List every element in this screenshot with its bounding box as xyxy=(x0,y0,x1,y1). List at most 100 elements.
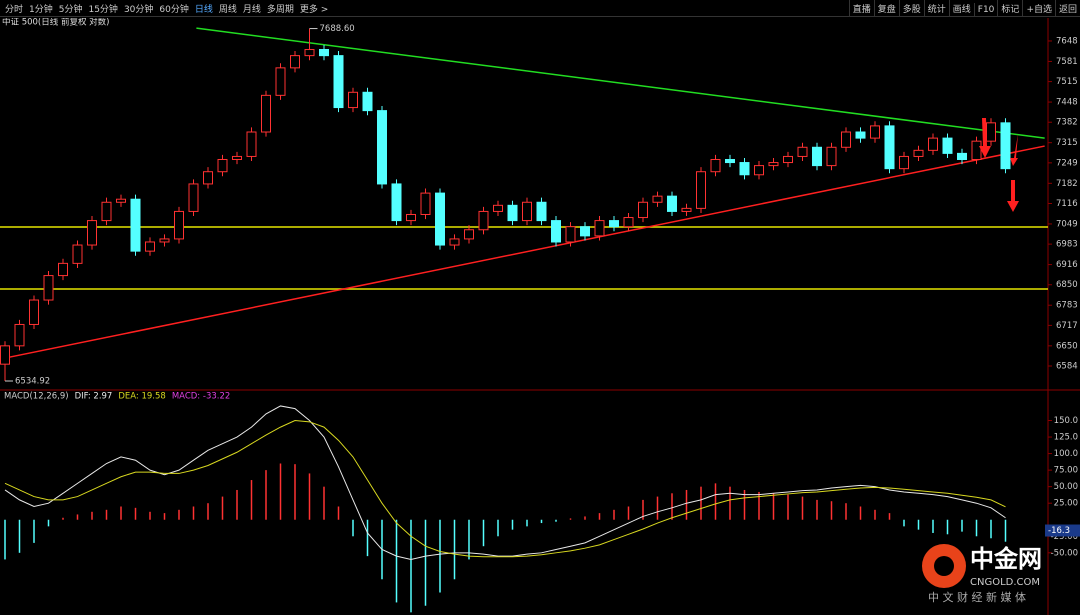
candle-body xyxy=(174,210,184,240)
candle-body xyxy=(710,158,721,173)
toolbar-button[interactable]: 分时 xyxy=(5,5,24,15)
candle-body xyxy=(493,204,503,212)
candle-body xyxy=(232,155,242,160)
low-label: 6534.92 xyxy=(15,376,50,386)
candle-body xyxy=(449,238,460,246)
candle-body xyxy=(87,220,97,246)
toolbar-button[interactable]: 画线 xyxy=(948,0,974,17)
high-label: 7688.60 xyxy=(320,24,355,34)
candle-body xyxy=(754,165,764,176)
legend-text: DEA: 19.58 xyxy=(118,392,165,402)
y-tick-label: 6783 xyxy=(1056,301,1078,311)
legend-text: MACD(12,26,9) xyxy=(4,392,69,402)
toolbar-button[interactable]: 5分钟 xyxy=(58,5,83,15)
candle-body xyxy=(377,110,387,185)
toolbar-button[interactable]: 日线 xyxy=(194,5,213,15)
candle-body xyxy=(739,162,750,176)
toolbar-button[interactable]: 多周期 xyxy=(266,5,294,15)
y-tick-label: 6717 xyxy=(1056,321,1078,331)
chart-title: 中证 500(日线 前复权 对数) xyxy=(2,18,109,28)
candle-body xyxy=(507,204,518,222)
candle-body xyxy=(551,220,561,243)
y-tick-label: 7581 xyxy=(1056,57,1078,67)
watermark: 中金网 CNGOLD.COM 中 文 财 经 新 媒 体 xyxy=(922,544,1042,604)
toolbar-button[interactable]: 30分钟 xyxy=(123,5,154,15)
y-tick-label: 25.00 xyxy=(1054,499,1078,509)
candle-body xyxy=(420,192,431,215)
toolbar-button[interactable]: +自选 xyxy=(1022,0,1055,17)
y-tick-label: 7182 xyxy=(1056,179,1078,189)
y-tick-label: 100.0 xyxy=(1054,449,1078,459)
watermark-slogan: 中 文 财 经 新 媒 体 xyxy=(928,590,1026,604)
candle-body xyxy=(478,210,489,231)
y-tick-label: 75.00 xyxy=(1054,466,1078,476)
toolbar-button[interactable]: 周线 xyxy=(218,5,237,15)
chart: 中证 500(日线 前复权 对数) 7648 7581 7515 7448 7382 73… xyxy=(0,18,1080,615)
current-value: -16.3 xyxy=(1048,526,1070,536)
candle-body xyxy=(565,226,576,243)
y-tick-label: 7249 xyxy=(1056,158,1078,168)
arrows xyxy=(979,118,1019,212)
toolbar-button[interactable]: 返回 xyxy=(1054,0,1080,17)
candle-body xyxy=(957,152,967,160)
toolbar-button[interactable]: 1分钟 xyxy=(29,5,53,15)
candle-body xyxy=(797,146,808,157)
candle-body xyxy=(638,201,648,219)
trend-line xyxy=(196,27,1045,139)
candle-body xyxy=(391,183,402,222)
candle-body xyxy=(116,198,126,203)
y-tick-label: 7382 xyxy=(1056,118,1078,128)
candle-body xyxy=(362,91,373,112)
toolbar-button[interactable]: 标记 xyxy=(997,0,1022,17)
toolbar-button[interactable]: F10 xyxy=(973,3,998,17)
candle-body xyxy=(899,155,909,170)
candle-body xyxy=(58,262,68,277)
candle-body xyxy=(333,55,344,109)
candle-body xyxy=(536,201,547,222)
period-tabs: 分时 1分钟 5分钟 15分钟 30分钟 60分钟 日线 周线 月线 多周期 更多 > xyxy=(2,0,331,17)
candle-body xyxy=(14,323,25,347)
candle-body xyxy=(319,49,329,57)
toolbar-button[interactable]: 直播 xyxy=(848,0,874,17)
toolbar-button[interactable]: 复盘 xyxy=(873,0,899,17)
legend-text: MACD: -33.22 xyxy=(172,392,230,402)
candle-body xyxy=(246,131,257,157)
candle-body xyxy=(464,229,474,240)
candle-body xyxy=(855,131,866,139)
y-tick-label: 7116 xyxy=(1056,199,1078,209)
toolbar-button[interactable]: 月线 xyxy=(242,5,261,15)
macd-line xyxy=(4,405,1006,560)
candle-body xyxy=(696,171,706,209)
legend-text: DIF: 2.97 xyxy=(75,392,113,402)
toolbar-button[interactable]: 多股 xyxy=(898,0,924,17)
y-tick-label: 6584 xyxy=(1056,362,1078,372)
candle-body xyxy=(913,149,924,157)
toolbar-button[interactable]: 更多 > xyxy=(299,5,329,15)
candle-body xyxy=(1000,122,1011,170)
candle-body xyxy=(72,244,83,264)
y-tick-label: 125.0 xyxy=(1054,433,1078,443)
watermark-brand: 中金网 xyxy=(970,545,1042,573)
candle-body xyxy=(0,345,10,365)
y-tick-label: 7049 xyxy=(1056,219,1078,229)
toolbar-button[interactable]: 60分钟 xyxy=(159,5,189,15)
candle-body xyxy=(681,207,692,212)
toolbar-button[interactable]: 15分钟 xyxy=(88,5,118,15)
candle-body xyxy=(348,91,358,109)
y-tick-label: 6916 xyxy=(1056,260,1078,270)
candle-body xyxy=(435,192,445,246)
y-tick-label: 150.0 xyxy=(1054,416,1078,426)
candle-body xyxy=(783,155,793,164)
y-tick-label: 6850 xyxy=(1056,280,1078,290)
y-tick-label: 6650 xyxy=(1056,341,1078,351)
candle-body xyxy=(594,220,605,237)
candle-body xyxy=(580,226,590,237)
candle-body xyxy=(101,201,112,222)
candle-body xyxy=(261,94,271,133)
current-value-box xyxy=(1045,524,1080,537)
candle-body xyxy=(290,55,300,69)
candle-body xyxy=(768,162,779,167)
candle-body xyxy=(145,241,155,252)
toolbar-button[interactable]: 统计 xyxy=(923,0,949,17)
